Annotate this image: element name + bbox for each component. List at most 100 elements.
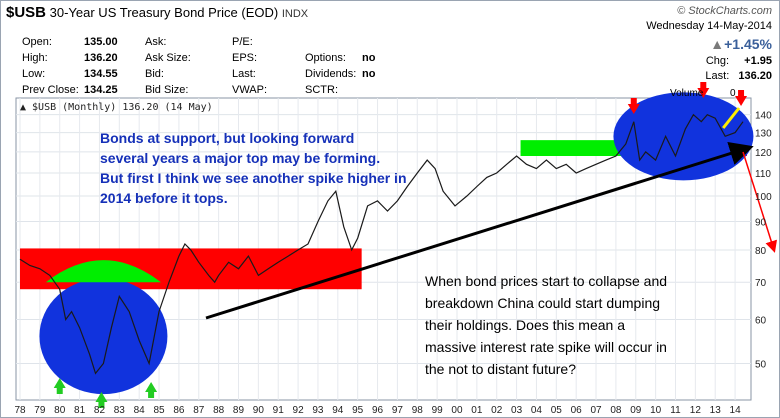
x-tick-label: 95: [352, 405, 364, 416]
bid-label: Bid:: [145, 68, 164, 80]
red-down-arrow-icon: [627, 98, 640, 114]
y-tick-label: 70: [755, 278, 767, 289]
x-tick-label: 99: [432, 405, 444, 416]
last-value: 136.20: [738, 70, 772, 82]
green-up-arrow-icon: [53, 378, 66, 394]
y-tick-label: 130: [755, 129, 772, 140]
percent-change: ▲+1.45%: [710, 36, 772, 52]
up-triangle-icon: ▲: [710, 36, 725, 52]
x-tick-label: 08: [610, 405, 622, 416]
last-label: Last:: [705, 70, 730, 82]
y-axis-ticks: 50 60 70 80 90 100 110 120 130 140: [755, 111, 772, 371]
options-label: Options:: [305, 52, 346, 64]
vwap-label: VWAP:: [232, 84, 268, 96]
arrow-markers: [53, 82, 778, 408]
pe-label: P/E:: [232, 36, 253, 48]
eps-label: EPS:: [232, 52, 258, 64]
low-label: Low:: [22, 68, 46, 80]
volume-value: 0: [730, 88, 736, 99]
last: Last: 136.20: [705, 70, 772, 82]
x-tick-label: 02: [491, 405, 503, 416]
y-tick-label: 90: [755, 217, 767, 228]
green-up-arrow-icon: [145, 382, 158, 398]
bottom-circle-cap: [45, 260, 162, 283]
volume-label: Volume: [670, 88, 704, 99]
x-tick-label: 86: [173, 405, 185, 416]
x-tick-label: 78: [14, 405, 26, 416]
x-tick-label: 98: [412, 405, 424, 416]
red-down-arrow-icon: [697, 82, 710, 98]
sctr-label: SCTR:: [305, 84, 338, 96]
x-tick-label: 06: [571, 405, 583, 416]
x-tick-label: 88: [213, 405, 225, 416]
annotation-bottom-line: the not to distant future?: [425, 361, 576, 377]
annotation-bottom-line: When bond prices start to collapse and: [425, 273, 668, 289]
open-label: Open:: [22, 36, 52, 48]
x-tick-label: 89: [233, 405, 245, 416]
x-tick-label: 96: [372, 405, 384, 416]
annotation-bottom-line: their holdings. Does this mean a: [425, 317, 625, 333]
bid-size-label: Bid Size:: [145, 84, 189, 96]
prev-close-label: Prev Close:: [22, 84, 79, 96]
x-tick-label: 10: [650, 405, 662, 416]
trendline: [205, 141, 754, 320]
x-tick-label: 91: [273, 405, 285, 416]
yellow-up-arrow-icon: [721, 107, 741, 129]
chart-header: $USB 30-Year US Treasury Bond Price (EOD…: [6, 4, 308, 21]
x-tick-label: 85: [153, 405, 165, 416]
y-tick-label: 60: [755, 315, 767, 326]
price-series-line: [19, 113, 744, 375]
y-tick-label: 50: [755, 360, 767, 371]
chart-title: 30-Year US Treasury Bond Price (EOD): [49, 5, 279, 20]
last-quote-label: Last:: [232, 68, 256, 80]
percent-change-value: +1.45%: [724, 36, 772, 52]
annotation-bottom-line: breakdown China could start dumping: [425, 295, 661, 311]
x-tick-label: 13: [710, 405, 722, 416]
annotation-top-line: 2014 before it tops.: [100, 190, 228, 206]
copyright: © StockCharts.com: [677, 5, 772, 17]
y-tick-label: 80: [755, 246, 767, 257]
x-tick-label: 14: [730, 405, 742, 416]
exchange: INDX: [281, 8, 309, 20]
quote-date: Wednesday 14-May-2014: [646, 20, 772, 32]
x-tick-label: 81: [74, 405, 86, 416]
x-tick-label: 90: [253, 405, 265, 416]
high-label: High:: [22, 52, 48, 64]
x-tick-label: 97: [392, 405, 404, 416]
red-collapse-arrow-icon: [742, 151, 778, 253]
x-tick-label: 92: [293, 405, 305, 416]
ask-label: Ask:: [145, 36, 167, 48]
x-tick-label: 09: [630, 405, 642, 416]
annotation-top: Bonds at support, but looking forward se…: [100, 128, 520, 208]
red-down-arrow-icon: [735, 90, 748, 106]
y-tick-label: 100: [755, 192, 772, 203]
x-tick-label: 82: [94, 405, 106, 416]
x-tick-label: 00: [451, 405, 463, 416]
x-tick-label: 87: [193, 405, 205, 416]
x-tick-label: 84: [134, 405, 146, 416]
y-tick-label: 110: [755, 169, 771, 180]
x-tick-label: 80: [54, 405, 66, 416]
options-value: no: [362, 52, 376, 64]
dividends-label: Dividends:: [305, 68, 357, 80]
x-tick-label: 04: [531, 405, 543, 416]
change: Chg: +1.95: [706, 55, 772, 67]
x-tick-label: 01: [471, 405, 483, 416]
x-tick-label: 94: [332, 405, 344, 416]
x-tick-label: 12: [690, 405, 702, 416]
x-tick-label: 79: [34, 405, 46, 416]
annotation-top-line: Bonds at support, but looking forward: [100, 130, 355, 146]
x-tick-label: 05: [551, 405, 563, 416]
x-tick-label: 07: [590, 405, 602, 416]
annotation-top-line: But first I think we see another spike h…: [100, 170, 407, 186]
y-tick-label: 140: [755, 111, 772, 122]
annotation-top-line: several years a major top may be forming…: [100, 150, 381, 166]
green-up-arrow-icon: [95, 392, 108, 408]
x-tick-label: 03: [511, 405, 523, 416]
x-axis-ticks: 78 79 80 81 82 83 84 85 86 87 88 89 90 91 92 93 94 95 96 97…: [14, 405, 741, 416]
annotation-bottom-line: massive interest rate spike will occur i…: [425, 339, 667, 355]
y-tick-label: 120: [755, 148, 772, 159]
low-value: 134.55: [84, 68, 118, 80]
ask-size-label: Ask Size:: [145, 52, 191, 64]
dividends-value: no: [362, 68, 376, 80]
